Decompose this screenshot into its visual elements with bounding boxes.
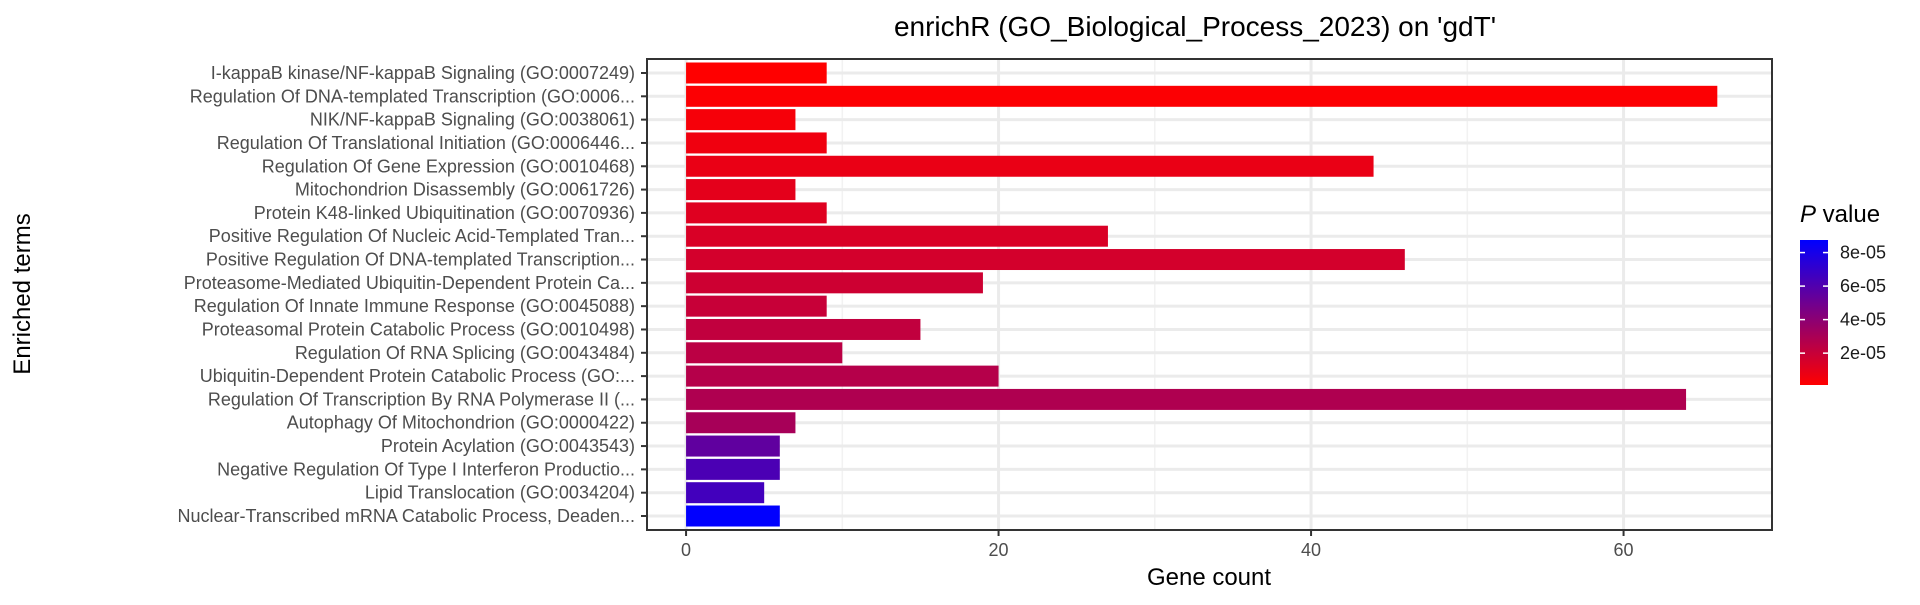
legend-tick-label: 2e-05 (1840, 343, 1886, 363)
legend: P value 2e-05 4e-05 6e-05 8e-05 (1800, 201, 1886, 385)
y-tick-label: Ubiquitin-Dependent Protein Catabolic Pr… (200, 366, 635, 386)
legend-colorbar (1800, 240, 1828, 385)
x-tick-label: 60 (1614, 540, 1634, 560)
bar (686, 505, 780, 527)
plot-panel-background (647, 59, 1772, 530)
bar (686, 225, 1108, 247)
bar (686, 132, 827, 154)
bar (686, 435, 780, 457)
legend-title-rest: value (1816, 201, 1880, 228)
bar (686, 365, 999, 387)
legend-title: P value (1800, 201, 1880, 228)
bar (686, 342, 843, 364)
y-tick-label: Positive Regulation Of Nucleic Acid-Temp… (209, 226, 635, 246)
bar (686, 109, 796, 131)
y-tick-label: Regulation Of Transcription By RNA Polym… (208, 389, 635, 409)
legend-tick-label: 8e-05 (1840, 243, 1886, 263)
y-axis-title: Enriched terms (9, 213, 36, 374)
bars (686, 62, 1718, 527)
y-tick-label: Protein Acylation (GO:0043543) (381, 436, 635, 456)
y-tick-label: Regulation Of Innate Immune Response (GO… (194, 296, 635, 316)
bar (686, 482, 765, 504)
bar (686, 179, 796, 201)
y-tick-label: Nuclear-Transcribed mRNA Catabolic Proce… (177, 506, 635, 526)
y-tick-label: Mitochondrion Disassembly (GO:0061726) (295, 180, 635, 200)
grid (647, 59, 1772, 530)
bar (686, 412, 796, 434)
x-axis-title: Gene count (1147, 564, 1271, 591)
y-tick-label: Regulation Of RNA Splicing (GO:0043484) (295, 343, 635, 363)
y-tick-label: Regulation Of Translational Initiation (… (217, 133, 635, 153)
y-tick-label: Positive Regulation Of DNA-templated Tra… (206, 250, 635, 270)
bar (686, 85, 1718, 107)
x-axis-ticks: 0 20 40 60 (681, 530, 1634, 560)
bar (686, 295, 827, 317)
y-tick-label: Protein K48-linked Ubiquitination (GO:00… (254, 203, 635, 223)
x-tick-label: 0 (681, 540, 691, 560)
bar (686, 62, 827, 84)
bar (686, 249, 1405, 271)
y-tick-label: Lipid Translocation (GO:0034204) (365, 483, 635, 503)
x-tick-label: 40 (1301, 540, 1321, 560)
bar (686, 388, 1687, 410)
y-tick-label: Regulation Of DNA-templated Transcriptio… (190, 86, 635, 106)
y-tick-label: Proteasomal Protein Catabolic Process (G… (202, 319, 635, 339)
y-axis-ticks: I-kappaB kinase/NF-kappaB Signaling (GO:… (177, 63, 647, 526)
bar (686, 272, 983, 294)
chart-title: enrichR (GO_Biological_Process_2023) on … (894, 11, 1496, 42)
bar (686, 202, 827, 224)
legend-tick-label: 6e-05 (1840, 276, 1886, 296)
plot-panel-border (646, 58, 1773, 531)
legend-tick-label: 4e-05 (1840, 310, 1886, 330)
y-tick-label: NIK/NF-kappaB Signaling (GO:0038061) (310, 110, 635, 130)
y-tick-label: Negative Regulation Of Type I Interferon… (217, 459, 635, 479)
bar (686, 318, 921, 340)
x-tick-label: 20 (989, 540, 1009, 560)
bar (686, 155, 1374, 177)
legend-title-italic: P (1800, 201, 1816, 228)
legend-ticks: 2e-05 4e-05 6e-05 8e-05 (1800, 243, 1886, 363)
y-tick-label: Proteasome-Mediated Ubiquitin-Dependent … (184, 273, 635, 293)
y-tick-label: I-kappaB kinase/NF-kappaB Signaling (GO:… (211, 63, 635, 83)
bar (686, 458, 780, 480)
y-tick-label: Autophagy Of Mitochondrion (GO:0000422) (287, 413, 635, 433)
y-tick-label: Regulation Of Gene Expression (GO:001046… (262, 156, 635, 176)
